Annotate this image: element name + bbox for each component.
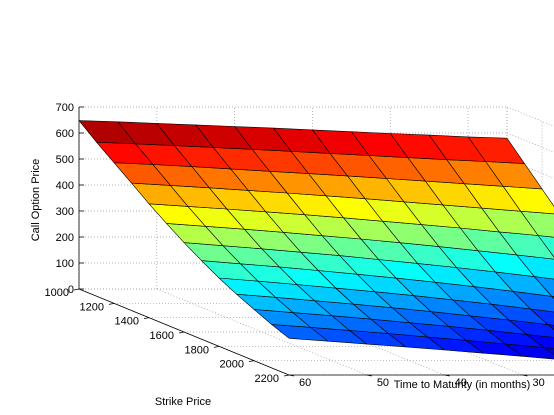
x-tick [178,331,185,334]
x-axis-label: Strike Price [155,396,211,408]
tick-labels: 1000120014001600180020002200102030405060… [45,102,545,389]
x-tick-label: 2000 [220,359,244,371]
x-tick [283,374,290,377]
x-tick-label: 1400 [115,316,139,328]
z-tick-label: 700 [56,102,74,114]
z-tick-label: 500 [56,154,74,166]
z-tick-label: 200 [56,232,74,244]
grid-line [234,288,445,376]
x-tick-label: 1000 [45,287,69,299]
y-tick [444,374,450,377]
z-tick-label: 600 [56,128,74,140]
z-tick-label: 400 [56,180,74,192]
x-tick-label: 1800 [185,344,209,356]
x-tick [73,288,80,291]
y-tick [288,374,295,377]
grid-line [312,288,523,376]
z-tick-label: 100 [56,258,74,270]
x-tick-label: 1600 [150,330,174,342]
z-tick-label: 0 [68,284,74,296]
x-tick [248,360,255,363]
x-tick [143,317,150,320]
y-tick-label: 30 [532,377,544,389]
y-tick [522,374,528,377]
grid-line [156,288,367,376]
surface [78,120,554,360]
x-tick-label: 2200 [255,373,279,385]
y-tick-label: 60 [299,377,311,389]
y-axis-label: Time to Maturity (in months) [394,379,531,391]
x-tick-label: 1200 [80,301,104,313]
x-tick [213,345,220,348]
y-tick-label: 40 [455,377,467,389]
y-tick-label: 50 [377,377,389,389]
y-tick [366,374,372,377]
z-axis-label: Call Option Price [30,159,42,242]
x-tick [108,302,115,305]
axes [73,106,554,377]
surface-patch [78,120,136,145]
z-tick-label: 300 [56,206,74,218]
